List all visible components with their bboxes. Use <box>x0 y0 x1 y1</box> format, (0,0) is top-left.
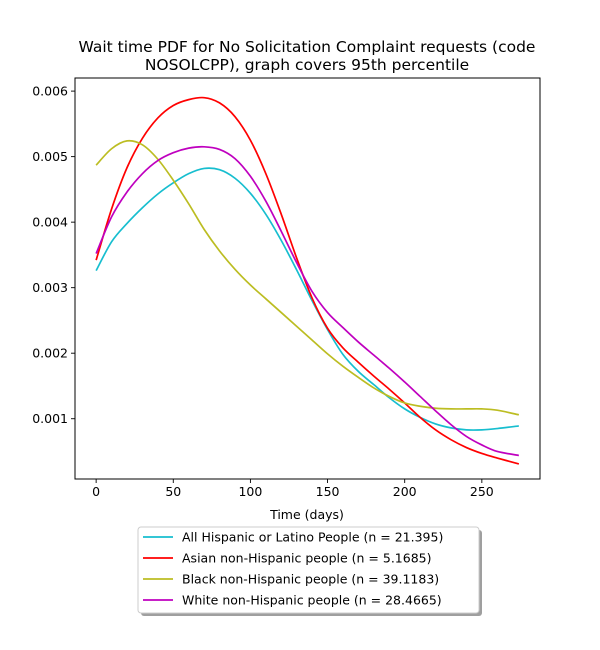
x-tick-label: 100 <box>238 484 262 499</box>
chart-title-line-1: Wait time PDF for No Solicitation Compla… <box>79 38 536 56</box>
tick-layer: 0 50 100 150 200 250 0.001 0.002 0.003 0.004 0.005… <box>32 84 494 499</box>
y-tick-label: 0.004 <box>32 215 68 230</box>
legend-label-1: All Hispanic or Latino People (n = 21.39… <box>182 530 443 545</box>
y-tick-label: 0.006 <box>32 84 68 99</box>
x-tick-label: 200 <box>393 484 417 499</box>
x-tick-label: 50 <box>165 484 181 499</box>
x-axis-label: Time (days) <box>269 507 344 522</box>
legend: All Hispanic or Latino People (n = 21.39… <box>137 526 482 616</box>
y-tick-label: 0.001 <box>32 411 68 426</box>
y-tick-label: 0.003 <box>32 280 68 295</box>
y-tick-label: 0.005 <box>32 149 68 164</box>
x-tick-label: 0 <box>92 484 100 499</box>
legend-box <box>137 526 480 614</box>
chart-title-line-2: NOSOLCPP), graph covers 95th percentile <box>145 56 469 74</box>
legend-items: All Hispanic or Latino People (n = 21.39… <box>143 530 443 608</box>
series-line-4 <box>95 145 520 457</box>
y-tick-label: 0.002 <box>32 346 68 361</box>
legend-label-4: White non-Hispanic people (n = 28.4665) <box>182 593 442 608</box>
legend-label-2: Asian non-Hispanic people (n = 5.1685) <box>182 551 432 566</box>
plot-area: 0 50 100 150 200 250 0.001 0.002 0.003 0.004 0.005… <box>32 77 541 499</box>
plot-frame <box>74 77 541 480</box>
series-layer <box>95 96 520 465</box>
series-line-3 <box>95 139 520 416</box>
x-tick-label: 250 <box>470 484 494 499</box>
series-line-1 <box>95 167 519 431</box>
x-tick-label: 150 <box>316 484 340 499</box>
legend-label-3: Black non-Hispanic people (n = 39.1183) <box>182 572 439 587</box>
